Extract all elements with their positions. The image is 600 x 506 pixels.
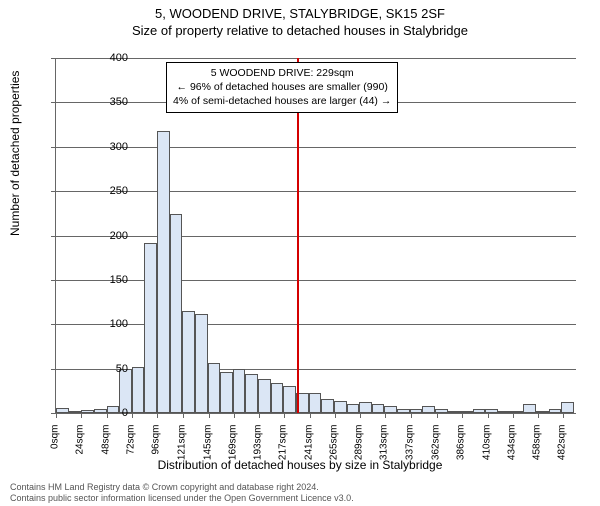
xtick-mark — [284, 413, 285, 418]
ytick-label: 200 — [58, 230, 128, 242]
xtick-mark — [132, 413, 133, 418]
annotation-box: 5 WOODEND DRIVE: 229sqm ← 96% of detache… — [166, 62, 398, 113]
xtick-mark — [183, 413, 184, 418]
xtick-mark — [538, 413, 539, 418]
xtick-mark — [335, 413, 336, 418]
ytick-label: 50 — [58, 363, 128, 375]
histogram-bar — [195, 314, 208, 413]
histogram-bar — [283, 386, 296, 413]
xtick-mark — [513, 413, 514, 418]
x-axis-label: Distribution of detached houses by size … — [0, 458, 600, 472]
histogram-bar — [561, 402, 574, 413]
ytick-label: 0 — [58, 407, 128, 419]
xtick-mark — [385, 413, 386, 418]
ytick-label: 150 — [58, 274, 128, 286]
title-main: 5, WOODEND DRIVE, STALYBRIDGE, SK15 2SF — [0, 6, 600, 21]
title-sub: Size of property relative to detached ho… — [0, 23, 600, 38]
annotation-line2: ← 96% of detached houses are smaller (99… — [173, 80, 391, 94]
xtick-mark — [437, 413, 438, 418]
ytick-mark — [51, 147, 56, 148]
xtick-mark — [488, 413, 489, 418]
xtick-mark — [234, 413, 235, 418]
histogram-bar — [359, 402, 372, 413]
footer: Contains HM Land Registry data © Crown c… — [10, 482, 354, 504]
histogram-bar — [372, 404, 385, 413]
histogram-bar — [473, 409, 486, 413]
xtick-mark — [157, 413, 158, 418]
histogram-bar — [258, 379, 271, 413]
gridline — [56, 147, 576, 148]
histogram-bar — [220, 372, 233, 413]
histogram-bar — [309, 393, 322, 413]
histogram-bar — [157, 131, 170, 413]
ytick-mark — [51, 102, 56, 103]
ytick-mark — [51, 280, 56, 281]
xtick-mark — [360, 413, 361, 418]
xtick-mark — [209, 413, 210, 418]
histogram-bar — [448, 411, 461, 413]
gridline — [56, 280, 576, 281]
gridline — [56, 58, 576, 59]
histogram-bar — [170, 214, 183, 413]
ytick-mark — [51, 236, 56, 237]
gridline — [56, 324, 576, 325]
histogram-bar — [144, 243, 157, 413]
histogram-bar — [498, 411, 511, 413]
histogram-bar — [208, 363, 221, 413]
histogram-bar — [523, 404, 536, 413]
gridline — [56, 236, 576, 237]
histogram-bar — [132, 367, 145, 413]
ytick-label: 350 — [58, 96, 128, 108]
xtick-mark — [462, 413, 463, 418]
xtick-mark — [411, 413, 412, 418]
ytick-label: 250 — [58, 185, 128, 197]
ytick-label: 300 — [58, 141, 128, 153]
histogram-bar — [245, 374, 258, 413]
histogram-bar — [384, 406, 397, 413]
ytick-label: 100 — [58, 318, 128, 330]
histogram-bar — [233, 369, 246, 413]
footer-line1: Contains HM Land Registry data © Crown c… — [10, 482, 354, 493]
y-axis-label: Number of detached properties — [8, 71, 22, 236]
ytick-label: 400 — [58, 52, 128, 64]
xtick-mark — [310, 413, 311, 418]
annotation-line3: 4% of semi-detached houses are larger (4… — [173, 94, 391, 108]
xtick-mark — [56, 413, 57, 418]
chart-container: 5, WOODEND DRIVE, STALYBRIDGE, SK15 2SF … — [0, 6, 600, 506]
gridline — [56, 191, 576, 192]
ytick-mark — [51, 191, 56, 192]
footer-line2: Contains public sector information licen… — [10, 493, 354, 504]
xtick-mark — [563, 413, 564, 418]
annotation-line1: 5 WOODEND DRIVE: 229sqm — [173, 66, 391, 80]
xtick-mark — [259, 413, 260, 418]
histogram-bar — [347, 404, 360, 413]
histogram-bar — [271, 383, 284, 413]
ytick-mark — [51, 369, 56, 370]
histogram-bar — [182, 311, 195, 413]
histogram-bar — [321, 399, 334, 413]
ytick-mark — [51, 58, 56, 59]
histogram-bar — [397, 409, 410, 413]
histogram-bar — [334, 401, 347, 413]
histogram-bar — [422, 406, 435, 413]
gridline — [56, 413, 576, 414]
ytick-mark — [51, 324, 56, 325]
chart-area: 5 WOODEND DRIVE: 229sqm ← 96% of detache… — [55, 58, 575, 413]
histogram-bar — [549, 409, 562, 413]
